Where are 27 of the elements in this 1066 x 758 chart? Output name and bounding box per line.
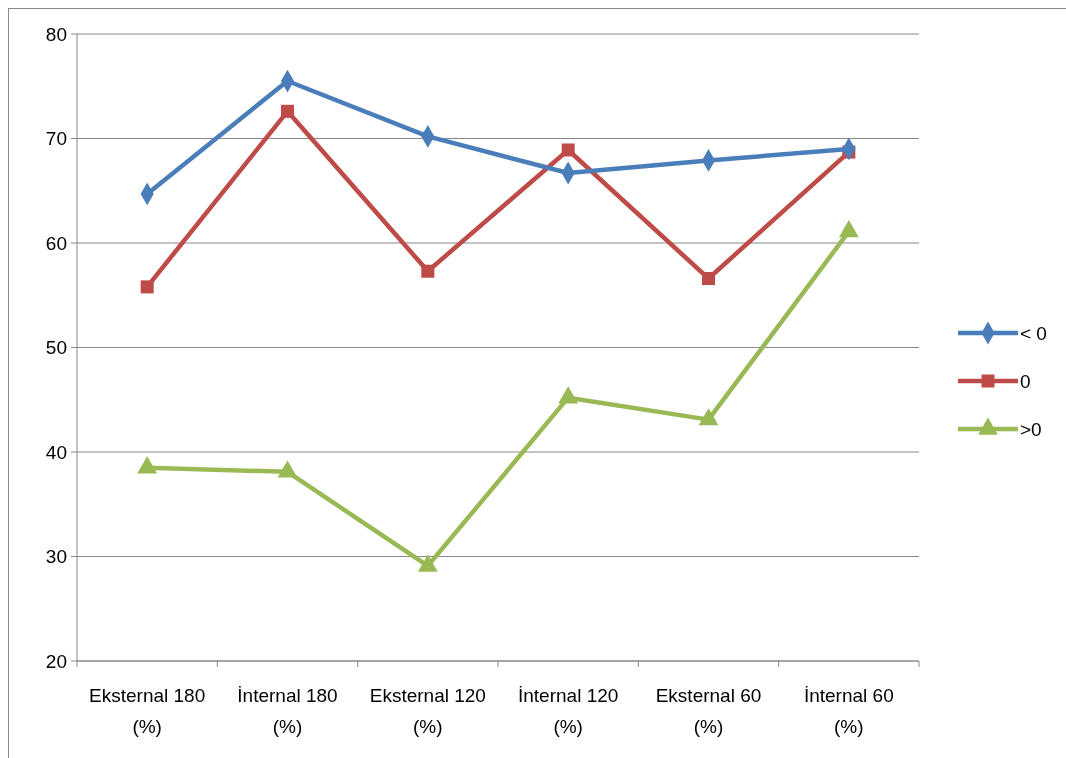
point <box>137 456 158 474</box>
x-tick-label: İnternal 180 (%) <box>237 685 338 737</box>
legend-label: 0 <box>1020 370 1031 392</box>
point <box>561 143 575 157</box>
point <box>417 554 438 572</box>
x-tick-label: İnternal 60 (%) <box>803 685 894 737</box>
point <box>140 280 154 294</box>
y-tick-label: 60 <box>45 232 67 254</box>
point <box>838 220 859 238</box>
point <box>698 408 719 426</box>
point <box>277 460 298 478</box>
x-tick-label: Eksternal 60 (%) <box>655 685 762 737</box>
y-tick-label: 80 <box>45 23 67 45</box>
point <box>701 272 716 286</box>
y-tick-label: 40 <box>45 441 67 463</box>
x-tick-label: Eksternal 180 (%) <box>89 685 206 737</box>
y-tick-label: 70 <box>45 128 67 150</box>
point <box>280 104 295 118</box>
y-tick-label: 30 <box>45 546 67 568</box>
x-tick-label: İnternal 120 (%) <box>517 685 619 737</box>
y-tick-label: 50 <box>45 337 67 359</box>
y-tick-label: 20 <box>45 650 67 672</box>
point <box>421 264 435 278</box>
legend-label: >0 <box>1020 418 1042 440</box>
legend-label: < 0 <box>1020 322 1047 344</box>
x-tick-label: Eksternal 120 (%) <box>369 685 486 737</box>
point <box>558 386 579 404</box>
